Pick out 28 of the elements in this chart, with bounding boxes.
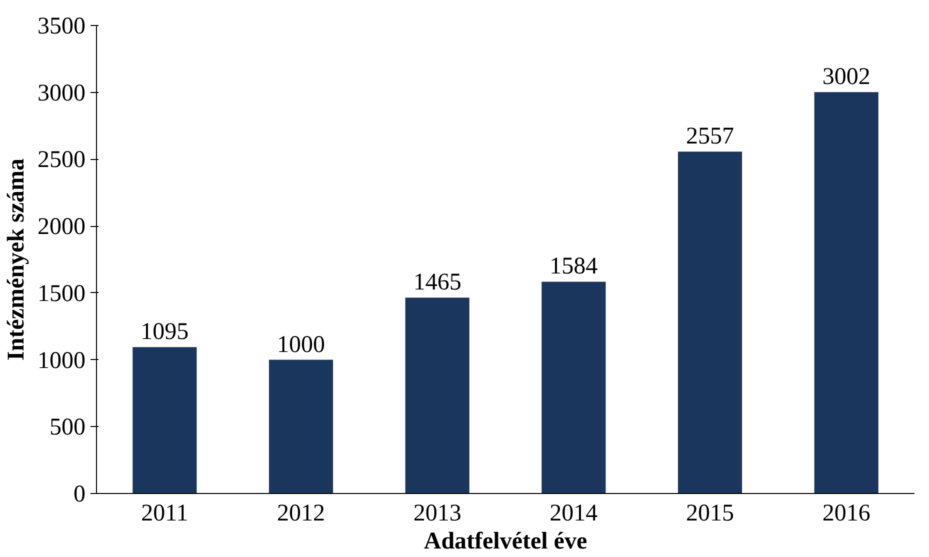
x-axis-title: Adatfelvétel éve [424, 528, 588, 554]
y-tick-label: 3500 [38, 14, 86, 40]
bar [542, 282, 606, 494]
x-tick-label: 2015 [686, 500, 734, 526]
data-label: 2557 [686, 124, 734, 150]
y-tick-label: 500 [50, 414, 86, 441]
data-label: 1465 [413, 270, 462, 296]
y-tick-label: 1500 [38, 280, 86, 307]
x-tick-label: 2013 [413, 500, 462, 526]
y-tick-label: 2000 [38, 214, 86, 240]
data-label: 1584 [550, 254, 598, 280]
x-tick-label: 2014 [550, 500, 598, 526]
y-tick-label: 1000 [38, 348, 86, 374]
data-label: 1095 [140, 319, 189, 346]
bar [405, 298, 470, 494]
bar [132, 347, 197, 494]
data-label: 3002 [822, 64, 870, 90]
y-tick-label: 0 [74, 482, 86, 508]
bar [678, 152, 742, 494]
y-tick-label: 2500 [38, 147, 86, 174]
x-tick-label: 2012 [277, 500, 325, 526]
bar [814, 92, 878, 494]
y-axis-title: Intézmények száma [4, 158, 30, 360]
x-tick-label: 2016 [822, 500, 870, 526]
x-tick-label: 2011 [141, 500, 188, 526]
bar [268, 360, 334, 494]
y-tick-label: 3000 [38, 80, 86, 106]
data-label: 1000 [277, 332, 325, 358]
